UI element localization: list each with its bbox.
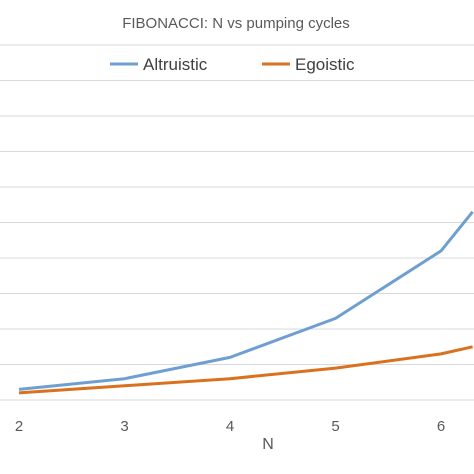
x-tick-label-2: 2 xyxy=(15,418,23,435)
gridlines xyxy=(0,44,474,401)
series-lines xyxy=(18,210,474,395)
series-line-altruistic xyxy=(18,210,474,391)
legend: Altruistic Egoistic xyxy=(110,55,355,74)
legend-label-altruistic: Altruistic xyxy=(143,55,208,74)
x-tick-label-5: 5 xyxy=(331,418,339,435)
x-tick-label-6: 6 xyxy=(437,418,445,435)
legend-label-egoistic: Egoistic xyxy=(295,55,355,74)
series-line-egoistic xyxy=(18,345,473,395)
x-axis-ticks: 2 3 4 5 6 xyxy=(15,418,445,435)
x-tick-label-3: 3 xyxy=(120,418,128,435)
x-axis-label: N xyxy=(262,436,274,453)
chart-title: FIBONACCI: N vs pumping cycles xyxy=(122,15,350,32)
x-tick-label-4: 4 xyxy=(226,418,234,435)
